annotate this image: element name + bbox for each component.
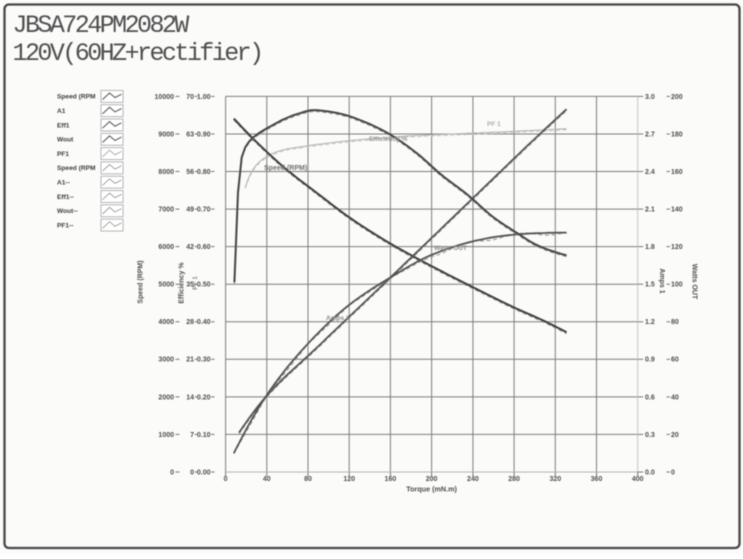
svg-text:Torque (mN.m): Torque (mN.m) [406,485,457,494]
svg-text:Amps 1: Amps 1 [658,268,665,293]
svg-text:10000: 10000 [155,94,175,101]
svg-text:0.3: 0.3 [645,432,655,439]
svg-text:4000: 4000 [158,319,174,326]
svg-text:1.8: 1.8 [645,244,655,251]
svg-text:80: 80 [304,476,312,483]
svg-text:1.5: 1.5 [645,282,655,289]
svg-text:120V(60HZ+rectifier): 120V(60HZ+rectifier) [13,39,262,68]
svg-text:0.40: 0.40 [197,319,211,326]
svg-text:35: 35 [186,282,194,289]
svg-text:Wout: Wout [57,137,74,144]
svg-text:0: 0 [671,469,675,476]
svg-text:180: 180 [671,131,683,138]
svg-text:Speed (RPM: Speed (RPM [57,165,96,172]
svg-text:160: 160 [385,476,397,483]
svg-text:0.20: 0.20 [197,394,211,401]
svg-text:0.10: 0.10 [197,432,211,439]
svg-text:3.0: 3.0 [645,94,655,101]
svg-text:Watts OUT: Watts OUT [434,245,467,252]
svg-text:Eff1: Eff1 [57,122,70,129]
svg-text:360: 360 [591,476,603,483]
svg-text:20: 20 [671,432,679,439]
svg-text:280: 280 [508,476,520,483]
svg-text:2.4: 2.4 [645,169,655,176]
svg-text:7: 7 [190,432,194,439]
svg-text:0.9: 0.9 [645,357,655,364]
svg-text:60: 60 [671,357,679,364]
svg-text:40: 40 [263,476,271,483]
svg-text:5000: 5000 [158,282,174,289]
svg-text:200: 200 [426,476,438,483]
svg-text:0: 0 [170,469,174,476]
svg-text:160: 160 [671,169,683,176]
svg-text:63: 63 [186,131,194,138]
svg-text:Watts OUT: Watts OUT [691,264,698,300]
svg-text:28: 28 [186,319,194,326]
svg-text:320: 320 [549,476,561,483]
svg-text:56: 56 [186,169,194,176]
svg-text:1.00: 1.00 [197,94,211,101]
svg-text:PF1--: PF1-- [57,222,73,229]
svg-text:2.7: 2.7 [645,131,655,138]
svg-text:120: 120 [671,244,683,251]
svg-text:PF1: PF1 [57,151,69,158]
svg-text:2000: 2000 [158,394,174,401]
svg-text:400: 400 [632,476,644,483]
svg-text:Speed (RPM): Speed (RPM) [138,260,145,303]
svg-text:A1--: A1-- [57,180,70,187]
svg-text:0.50: 0.50 [197,282,211,289]
svg-text:70: 70 [186,94,194,101]
svg-text:8000: 8000 [158,169,174,176]
svg-text:21: 21 [186,357,194,364]
svg-text:3000: 3000 [158,357,174,364]
svg-text:2.1: 2.1 [645,207,655,214]
svg-text:49: 49 [186,207,194,214]
svg-text:42: 42 [186,244,194,251]
svg-text:200: 200 [671,94,683,101]
svg-text:Amps 1: Amps 1 [326,315,350,322]
svg-text:Efficiency %: Efficiency % [369,136,408,143]
svg-text:0.6: 0.6 [645,394,655,401]
svg-text:JBSA724PM2082W: JBSA724PM2082W [13,11,190,40]
svg-text:0.30: 0.30 [197,357,211,364]
svg-text:Efficiency %: Efficiency % [179,262,186,304]
svg-text:6000: 6000 [158,244,174,251]
svg-text:0.90: 0.90 [197,131,211,138]
svg-text:A1: A1 [57,108,66,115]
svg-text:9000: 9000 [158,131,174,138]
svg-text:14: 14 [186,394,194,401]
svg-text:0.00: 0.00 [197,469,211,476]
svg-text:100: 100 [671,282,683,289]
svg-text:7000: 7000 [158,207,174,214]
svg-text:120: 120 [343,476,355,483]
svg-text:Eff1--: Eff1-- [57,194,74,201]
svg-text:1.2: 1.2 [645,319,655,326]
svg-text:PF 1: PF 1 [487,121,501,128]
svg-text:Wout--: Wout-- [57,208,78,215]
svg-text:0.80: 0.80 [197,169,211,176]
svg-text:0.70: 0.70 [197,207,211,214]
svg-text:40: 40 [671,394,679,401]
svg-text:0: 0 [190,469,194,476]
svg-text:Speed (RPM): Speed (RPM) [264,165,307,172]
svg-text:Speed (RPM: Speed (RPM [57,94,96,101]
svg-text:240: 240 [467,476,479,483]
svg-text:1000: 1000 [158,432,174,439]
svg-text:0.0: 0.0 [645,469,655,476]
svg-text:80: 80 [671,319,679,326]
svg-text:PF 1: PF 1 [192,276,199,290]
svg-text:0: 0 [224,476,228,483]
svg-text:140: 140 [671,207,683,214]
svg-text:0.60: 0.60 [197,244,211,251]
